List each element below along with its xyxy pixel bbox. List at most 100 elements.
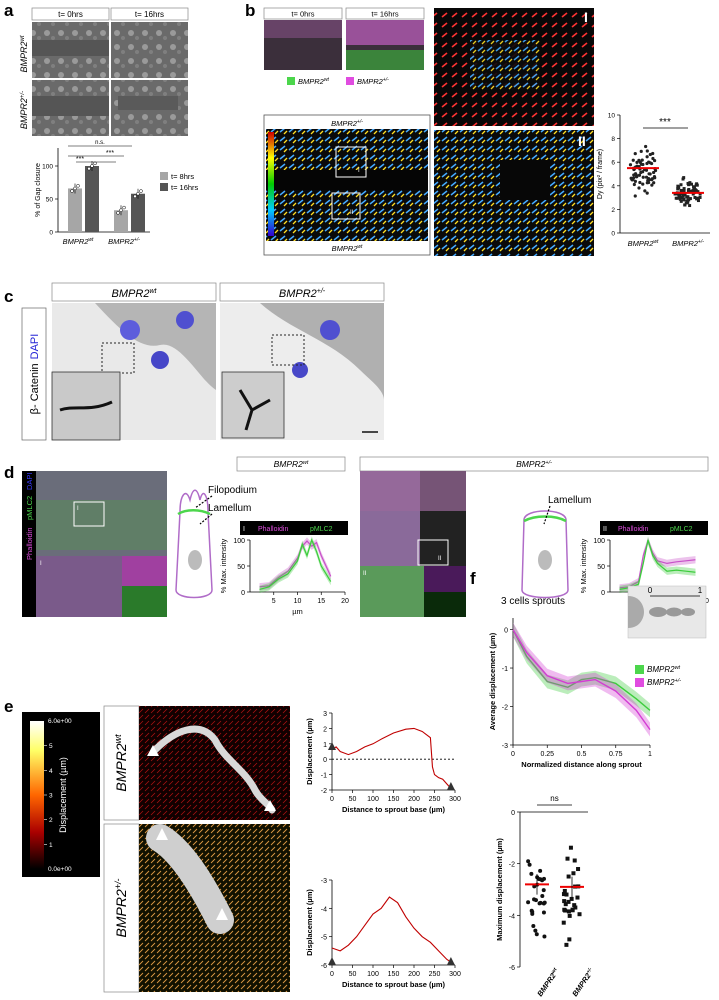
b-dot <box>639 149 643 154</box>
e-chart-2-ytick-label: -5 <box>321 935 327 942</box>
b-dot <box>681 177 685 181</box>
b-dot <box>698 195 702 199</box>
f-schema-0: 0 <box>648 586 653 595</box>
e-chart-2-xtick-label: 150 <box>388 971 400 978</box>
f-dots-ytick-label: -2 <box>509 862 515 869</box>
b-dot <box>651 156 655 161</box>
c-inset-wt <box>51 371 121 441</box>
d-chart-wt: 0 50 100 5 10 15 20 µm % Max. intensity I Phalloid… <box>219 521 349 616</box>
b-legend-swatch-wt <box>287 77 295 85</box>
a-bar-BMPR2wt-0 <box>68 188 82 232</box>
b-chart-sig: *** <box>659 117 671 128</box>
f-dot <box>529 871 534 876</box>
a-gap-wt-0h <box>32 40 109 56</box>
b-dot <box>652 170 656 175</box>
b-chart-xcat-wt: BMPR2wt <box>628 239 659 248</box>
a-point <box>87 166 91 171</box>
d-title-het: BMPR2+/- <box>516 459 552 469</box>
d-side-pmlc2: pMLC2 <box>25 496 34 520</box>
c-roi-het[interactable] <box>271 334 305 366</box>
f-dots-ytick-label: -6 <box>509 965 515 972</box>
b-legend-wt: BMPR2wt <box>298 77 329 86</box>
d-inset-het-merge <box>360 566 424 617</box>
f-dot <box>542 900 547 905</box>
b-dot <box>633 172 638 176</box>
b-dot <box>652 181 656 185</box>
f-dot <box>527 862 532 867</box>
f-chart-ytick-label: 0 <box>504 628 508 635</box>
d-roi-het-label: II <box>438 556 442 562</box>
d-inset-wt-pmlc2 <box>122 586 167 617</box>
e-cbtick-label: 1 <box>49 842 53 849</box>
f-chart-xtick-label: 0 <box>511 751 515 758</box>
a-gap-het-16h <box>118 96 178 110</box>
d-inset-het-pmlc2 <box>424 592 466 617</box>
b-chart-dots <box>627 144 704 208</box>
a-row-het: BMPR2+/- <box>19 91 29 129</box>
b-dot <box>628 163 633 167</box>
d-chart-1-series-1 <box>259 538 332 590</box>
f-chart-ytick-label: -2 <box>502 705 508 712</box>
b-dot <box>696 190 700 194</box>
d-lamellum-het: Lamellum <box>548 495 591 506</box>
b-chart-ylabel: Dy (pix² / frame) <box>597 149 604 199</box>
b-legend-swatch-het <box>346 77 354 85</box>
d-chart-2-ylabel: % Max. intensity <box>579 538 588 593</box>
d-chart-2-ytick-label: 0 <box>601 590 605 597</box>
d-side-dapi: DAPI <box>25 472 34 490</box>
b-dot <box>645 191 649 195</box>
d-chart-2-band-1 <box>619 536 696 594</box>
b-ytick-label: 6 <box>611 160 615 167</box>
b-roi-2[interactable] <box>331 192 361 220</box>
b-dot <box>696 199 700 203</box>
b-dot <box>692 188 696 192</box>
f-chart-band-1 <box>513 622 650 737</box>
b-dot <box>635 160 639 164</box>
e-het-marker-0 <box>328 957 336 965</box>
b-dot <box>633 179 637 184</box>
e-chart-1-ytick-label: 0 <box>323 757 327 764</box>
e-colorbar <box>30 721 44 869</box>
e-chart-2-xtick-label: 200 <box>408 971 420 978</box>
d-chart-1-xtick-label: 20 <box>341 598 349 605</box>
e-chart-1-ytick-label: 3 <box>323 711 327 718</box>
d-roi-wt[interactable] <box>73 501 105 527</box>
c-title-het: BMPR2+/- <box>279 288 326 300</box>
b-time-box-1 <box>345 7 425 20</box>
b-dot <box>691 192 695 196</box>
f-dot <box>570 908 575 913</box>
a-time-box-1 <box>110 7 189 21</box>
c-side-box <box>21 307 47 441</box>
e-chart-1-xlabel: Distance to sprout base (µm) <box>342 805 446 814</box>
d-title-wt: BMPR2wt <box>274 459 309 469</box>
f-schema-1: 1 <box>698 586 703 595</box>
f-dot <box>562 899 567 904</box>
e-chart-1-xtick-label: 0 <box>330 796 334 803</box>
c-title-wt: BMPR2wt <box>112 288 158 300</box>
b-roi-1[interactable] <box>335 146 367 178</box>
b-dot <box>688 204 692 208</box>
b-dot <box>640 158 644 162</box>
b-pi-colorbar <box>268 132 274 236</box>
f-dot <box>565 856 570 861</box>
e-chart-2-xtick-label: 300 <box>449 971 461 978</box>
b-time-box-0 <box>263 7 343 20</box>
d-chart-1-ytick-label: 100 <box>233 538 245 545</box>
e-wt-marker-1 <box>446 782 455 790</box>
f-chart-xtick-label: 1 <box>648 751 652 758</box>
d-chart-2-legend-0: Phalloidin <box>618 526 648 533</box>
d-roi-het[interactable] <box>417 539 449 566</box>
a-point <box>136 191 140 196</box>
b-dot <box>634 175 639 179</box>
b-dot <box>688 181 692 185</box>
a-legend-1: t= 16hrs <box>171 183 199 192</box>
panel-f: 3 cells sprouts 0 1 0-1-2-30 0.25 0.5 0.75 1… <box>488 585 707 998</box>
f-dots-xcat-1: BMPR2+/- <box>570 966 596 998</box>
f-chart-series-1 <box>512 629 651 731</box>
d-chart-1-xtick-label: 15 <box>317 598 325 605</box>
d-chart-1-legend-1: pMLC2 <box>310 526 333 533</box>
b-dot <box>695 182 699 186</box>
f-dot <box>575 895 580 900</box>
e-chart-1-ylabel: Displacement (µm) <box>305 718 314 785</box>
e-cbtick-label: 5 <box>49 743 53 750</box>
